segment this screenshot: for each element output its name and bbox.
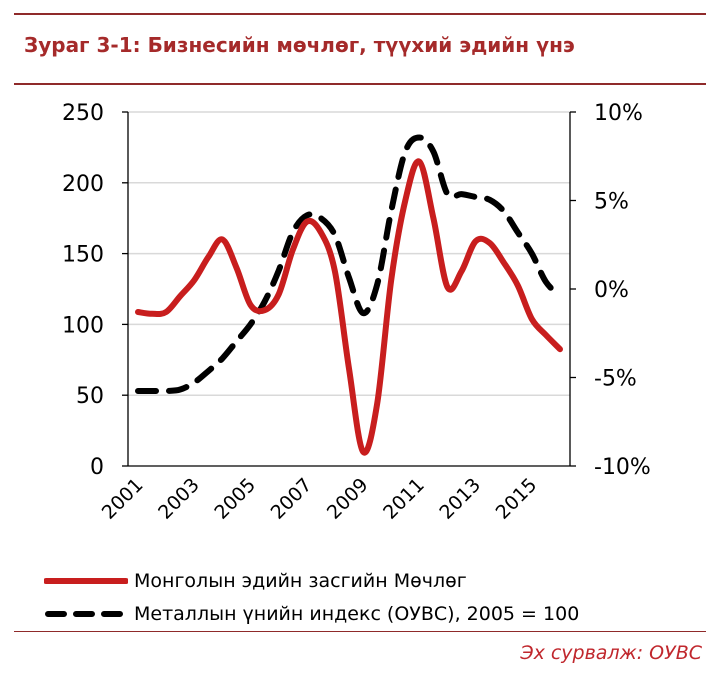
right-axis-tick-label: 5% (594, 190, 629, 215)
legend-swatch-price (45, 611, 128, 617)
right-axis-tick-label: -5% (594, 367, 637, 392)
title-rule (14, 83, 706, 85)
x-axis-tick-label: 2005 (210, 474, 260, 524)
right-axis-tick-label: 10% (594, 101, 643, 126)
legend-label-cycle: Монголын эдийн засгийн Мөчлөг (134, 570, 467, 592)
left-axis-tick-label: 50 (76, 384, 104, 409)
legend-label-price: Металлын үнийн индекс (ОУВС), 2005 = 100 (134, 603, 580, 625)
x-axis-tick-label: 2015 (492, 474, 542, 524)
series-line-business-cycle (135, 158, 563, 456)
left-axis-tick-label: 100 (62, 313, 104, 338)
legend-item-cycle: Монголын эдийн засгийн Мөчлөг (44, 569, 467, 593)
chart-title: Зураг 3-1: Бизнесийн мөчлөг, түүхий эдий… (24, 33, 575, 57)
x-axis-tick-label: 2013 (435, 474, 485, 524)
x-axis-tick-label: 2011 (379, 474, 429, 524)
series-layer (135, 134, 563, 456)
source-note: Эх сурвалж: ОУВС (520, 642, 702, 664)
top-rule (14, 13, 706, 15)
legend-item-price: Металлын үнийн индекс (ОУВС), 2005 = 100 (44, 602, 579, 626)
series-line-metal-price-index (135, 134, 563, 395)
x-axis-tick-label: 2003 (154, 474, 204, 524)
left-axis-tick-label: 150 (62, 243, 104, 268)
x-axis-tick-label: 2001 (98, 474, 148, 524)
bottom-rule (14, 631, 706, 632)
left-axis-tick-label: 200 (62, 172, 104, 197)
right-axis-tick-label: 0% (594, 278, 629, 303)
left-axis-tick-label: 250 (62, 101, 104, 126)
x-axis-tick-label: 2009 (323, 474, 373, 524)
left-axis-tick-label: 0 (90, 455, 104, 480)
right-axis-tick-label: -10% (594, 455, 651, 480)
x-axis-tick-label: 2007 (267, 474, 317, 524)
legend-swatch-cycle (44, 578, 128, 584)
axis-layer (122, 111, 576, 467)
